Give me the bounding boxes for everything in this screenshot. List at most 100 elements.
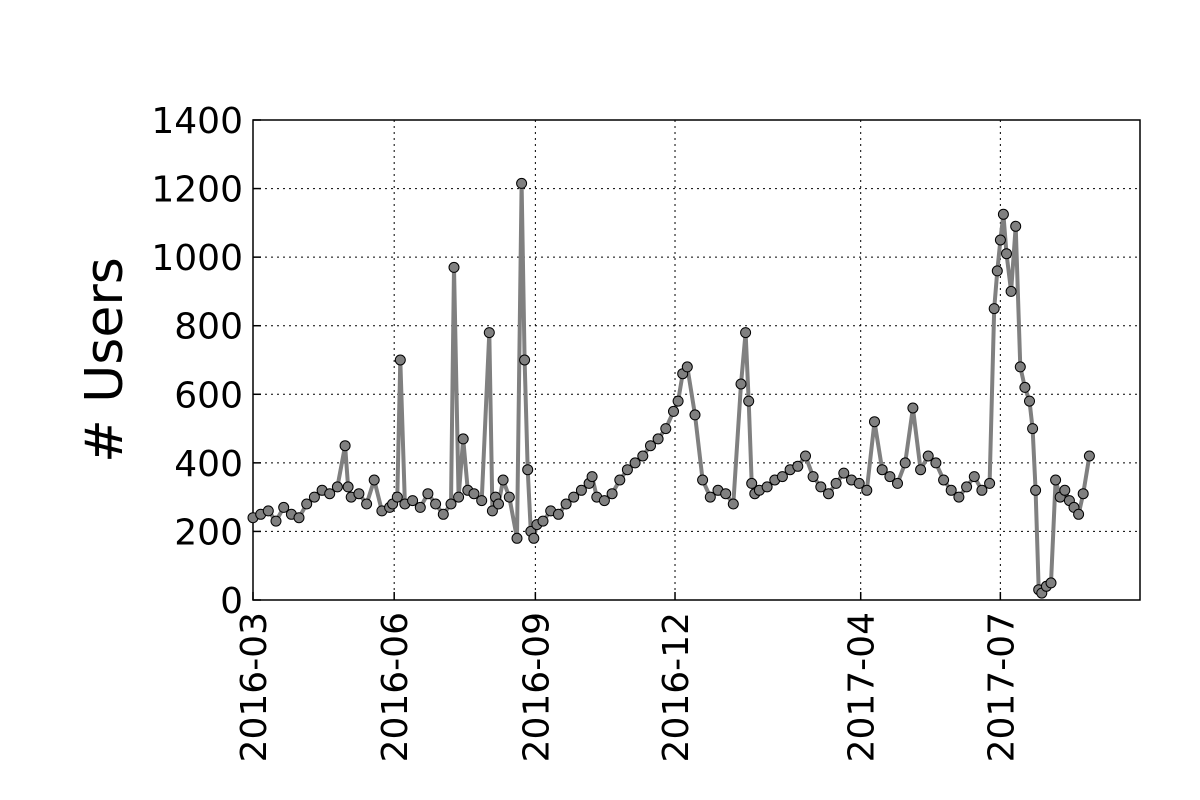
data-point [324, 488, 336, 500]
data-point [876, 464, 888, 476]
data-point [1083, 450, 1095, 462]
data-point [262, 505, 274, 517]
data-point [994, 234, 1006, 246]
data-point [743, 395, 755, 407]
x-tick-label: 2017-04 [842, 612, 883, 762]
data-point [394, 354, 406, 366]
data-point [493, 498, 504, 510]
data-point [503, 491, 515, 503]
grid [253, 120, 1140, 600]
data-point [342, 481, 354, 493]
data-point [853, 477, 865, 489]
x-tick-label: 2016-09 [516, 612, 557, 762]
data-point [308, 491, 320, 503]
data-point [1001, 248, 1012, 260]
data-point [586, 471, 598, 483]
data-point [331, 481, 343, 493]
data-point [672, 395, 684, 407]
data-point [519, 354, 531, 366]
data-point [560, 498, 572, 510]
data-point [1077, 488, 1089, 500]
data-point [476, 495, 488, 507]
data-point [830, 477, 842, 489]
data-point [445, 498, 457, 510]
data-point [1027, 423, 1039, 435]
data-point [807, 471, 819, 483]
x-tick-label: 2016-12 [656, 612, 697, 762]
data-point [792, 460, 804, 472]
data-point [861, 484, 873, 496]
data-point [293, 512, 305, 524]
data-point [776, 471, 788, 483]
data-point [991, 265, 1003, 277]
y-tick-label: 1000 [151, 238, 243, 279]
data-point [800, 450, 811, 462]
data-point [637, 450, 649, 462]
data-point [1050, 474, 1062, 486]
data-point [697, 474, 709, 486]
data-point [681, 361, 693, 373]
data-point [1073, 508, 1085, 520]
y-tick-label: 1400 [151, 101, 243, 142]
data-point [414, 501, 426, 513]
data-point [1014, 361, 1026, 373]
data-point [486, 505, 498, 517]
data-point [740, 327, 752, 339]
data-point [457, 433, 469, 445]
data-point [884, 471, 896, 483]
data-point [976, 484, 988, 496]
data-point [1030, 484, 1042, 496]
data-point [922, 450, 934, 462]
data-point [689, 409, 701, 421]
data-point [907, 402, 919, 414]
data-point [368, 474, 380, 486]
data-point [930, 457, 942, 469]
data-point [301, 498, 313, 510]
data-point [453, 491, 465, 503]
data-point [430, 498, 442, 510]
data-point [448, 261, 460, 273]
data-point [1005, 285, 1017, 297]
data-point [968, 471, 980, 483]
data-point [483, 327, 495, 339]
data-point [528, 532, 540, 544]
axis-ticks: 0 200 400 600 800 1000 1200 1400 2016-03 2016-06 2… [151, 101, 1022, 762]
data-point [552, 508, 564, 520]
data-point [437, 508, 449, 520]
data-point [746, 477, 758, 489]
data-point [270, 515, 282, 527]
y-tick-label: 1200 [151, 170, 243, 211]
y-tick-label: 600 [174, 375, 243, 416]
data-point [823, 488, 834, 500]
y-tick-label: 400 [174, 444, 243, 485]
data-point [1024, 395, 1035, 407]
data-point [988, 303, 1000, 315]
data-point [869, 416, 880, 428]
data-point [606, 488, 618, 500]
y-tick-label: 800 [174, 307, 243, 348]
data-point [892, 477, 903, 489]
series-line [252, 181, 1092, 596]
data-point [278, 501, 290, 513]
data-point [938, 474, 950, 486]
data-point [735, 378, 747, 390]
data-point [575, 484, 587, 496]
data-point [339, 440, 351, 452]
data-point [945, 484, 957, 496]
data-point [422, 488, 434, 500]
data-point [652, 433, 664, 445]
data-point [815, 481, 827, 493]
data-point [537, 515, 549, 527]
data-point [598, 495, 610, 507]
data-point [614, 474, 626, 486]
data-point [353, 488, 365, 500]
series-user-count [247, 177, 1095, 599]
data-point [704, 491, 716, 503]
data-point [516, 177, 528, 189]
data-point [660, 423, 672, 435]
data-point [915, 464, 927, 476]
data-point [468, 488, 480, 500]
data-point [511, 532, 523, 544]
plot-frame [252, 119, 1141, 601]
